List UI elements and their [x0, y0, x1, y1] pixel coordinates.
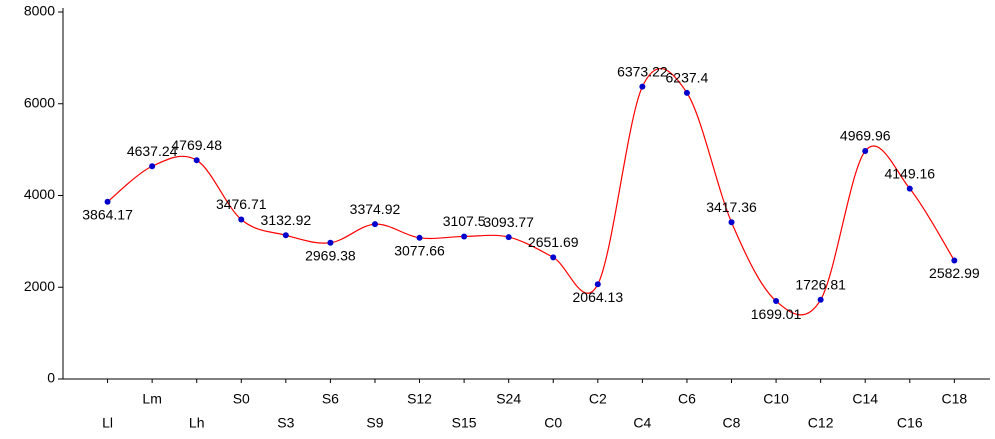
data-label: 3417.36 — [706, 199, 757, 215]
x-tick-label: C14 — [852, 391, 878, 407]
x-tick-label: S15 — [452, 415, 477, 431]
x-tick-label: S0 — [233, 391, 250, 407]
data-label: 3374.92 — [350, 201, 401, 217]
y-tick-label: 0 — [47, 370, 55, 386]
data-label: 3132.92 — [261, 212, 312, 228]
data-label: 4769.48 — [171, 137, 222, 153]
point — [461, 233, 468, 240]
data-label: 2064.13 — [573, 289, 624, 305]
data-label: 2582.99 — [929, 265, 980, 281]
y-tick-label: 6000 — [24, 94, 55, 110]
point — [371, 221, 378, 228]
point — [951, 257, 958, 264]
x-tick-label: C2 — [589, 391, 607, 407]
x-tick-label: C10 — [763, 391, 789, 407]
data-label: 6237.4 — [666, 70, 709, 86]
point — [550, 254, 557, 261]
point — [193, 157, 200, 164]
x-tick-label: C12 — [808, 415, 834, 431]
data-label: 3093.77 — [483, 214, 534, 230]
point — [149, 163, 156, 170]
x-tick-label: S24 — [496, 391, 521, 407]
x-tick-label: C0 — [544, 415, 562, 431]
data-label: 6373.22 — [617, 63, 668, 79]
data-label: 1699.01 — [751, 306, 802, 322]
point — [639, 83, 646, 90]
x-tick-label: S3 — [277, 415, 294, 431]
x-tick-label: C6 — [678, 391, 696, 407]
point — [327, 239, 334, 246]
x-tick-label: Ll — [102, 415, 113, 431]
point — [817, 296, 824, 303]
data-label: 4969.96 — [840, 128, 891, 144]
point — [773, 298, 780, 305]
x-tick-label: S6 — [322, 391, 339, 407]
x-tick-label: Lh — [189, 415, 205, 431]
data-label: 3077.66 — [394, 243, 445, 259]
x-tick-label: S12 — [407, 391, 432, 407]
data-label: 2969.38 — [305, 247, 356, 263]
point — [238, 216, 245, 223]
data-label: 1726.81 — [795, 276, 846, 292]
x-tick-label: C8 — [723, 415, 741, 431]
x-tick-label: C16 — [897, 415, 923, 431]
x-tick-label: C18 — [942, 391, 968, 407]
y-tick-label: 2000 — [24, 278, 55, 294]
point — [862, 148, 869, 155]
y-tick-label: 4000 — [24, 186, 55, 202]
line — [107, 67, 955, 316]
x-tick-label: S9 — [366, 415, 383, 431]
data-label: 3107.5 — [443, 213, 486, 229]
point — [104, 198, 111, 205]
y-tick-label: 8000 — [24, 3, 55, 19]
x-tick-label: C4 — [633, 415, 651, 431]
point — [416, 234, 423, 241]
data-label: 3864.17 — [82, 206, 133, 222]
point — [505, 234, 512, 241]
x-tick-label: Lm — [142, 391, 161, 407]
point — [594, 281, 601, 288]
data-label: 4149.16 — [884, 165, 935, 181]
point — [906, 185, 913, 192]
data-label: 4637.24 — [127, 143, 178, 159]
data-label: 2651.69 — [528, 234, 579, 250]
point — [683, 89, 690, 96]
data-label: 3476.71 — [216, 196, 267, 212]
point — [728, 219, 735, 226]
point — [282, 232, 289, 239]
